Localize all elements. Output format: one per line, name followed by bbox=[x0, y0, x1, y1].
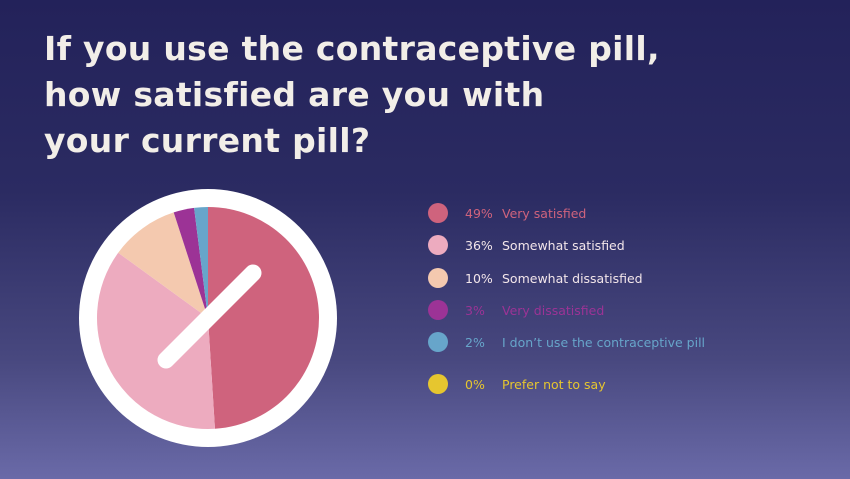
title-line: If you use the contraceptive pill, bbox=[44, 29, 660, 68]
pie-slice-somewhat-dissatisfied bbox=[118, 212, 208, 318]
legend-swatch bbox=[428, 300, 448, 320]
legend-percent: 0% bbox=[465, 376, 485, 392]
legend-label: Somewhat satisfied bbox=[502, 237, 625, 253]
pill-slash-decoration bbox=[157, 264, 262, 369]
legend-item: 0% Prefer not to say bbox=[428, 373, 606, 395]
legend-percent: 2% bbox=[465, 334, 485, 350]
legend-item: 10% Somewhat dissatisfied bbox=[428, 267, 643, 289]
legend-label: Very satisfied bbox=[502, 205, 587, 221]
legend-swatch bbox=[428, 235, 448, 255]
pie-slice-very-satisfied bbox=[208, 207, 319, 429]
legend-item: 36% Somewhat satisfied bbox=[428, 234, 625, 256]
pie-slice-i-don-t-use-the-contraceptive-pill bbox=[194, 207, 208, 318]
legend-percent: 10% bbox=[465, 270, 493, 286]
legend-percent: 49% bbox=[465, 205, 493, 221]
chart-title: If you use the contraceptive pill, how s… bbox=[44, 26, 660, 164]
pie-slice-somewhat-satisfied bbox=[97, 252, 215, 429]
legend-swatch bbox=[428, 268, 448, 288]
legend-percent: 36% bbox=[465, 237, 493, 253]
title-line: how satisfied are you with bbox=[44, 75, 545, 114]
legend-item: 3% Very dissatisfied bbox=[428, 299, 604, 321]
legend-swatch bbox=[428, 332, 448, 352]
legend-label: Very dissatisfied bbox=[502, 302, 605, 318]
pie-slice-very-dissatisfied bbox=[173, 207, 208, 318]
legend-swatch bbox=[428, 203, 448, 223]
legend-item: 49% Very satisfied bbox=[428, 202, 586, 224]
title-line: your current pill? bbox=[44, 121, 371, 160]
legend-label: I don’t use the contraceptive pill bbox=[502, 334, 706, 350]
legend-percent: 3% bbox=[465, 302, 485, 318]
legend-item: 2% I don’t use the contraceptive pill bbox=[428, 331, 705, 353]
legend-label: Somewhat dissatisfied bbox=[502, 270, 643, 286]
legend-label: Prefer not to say bbox=[502, 376, 606, 392]
legend-swatch bbox=[428, 374, 448, 394]
